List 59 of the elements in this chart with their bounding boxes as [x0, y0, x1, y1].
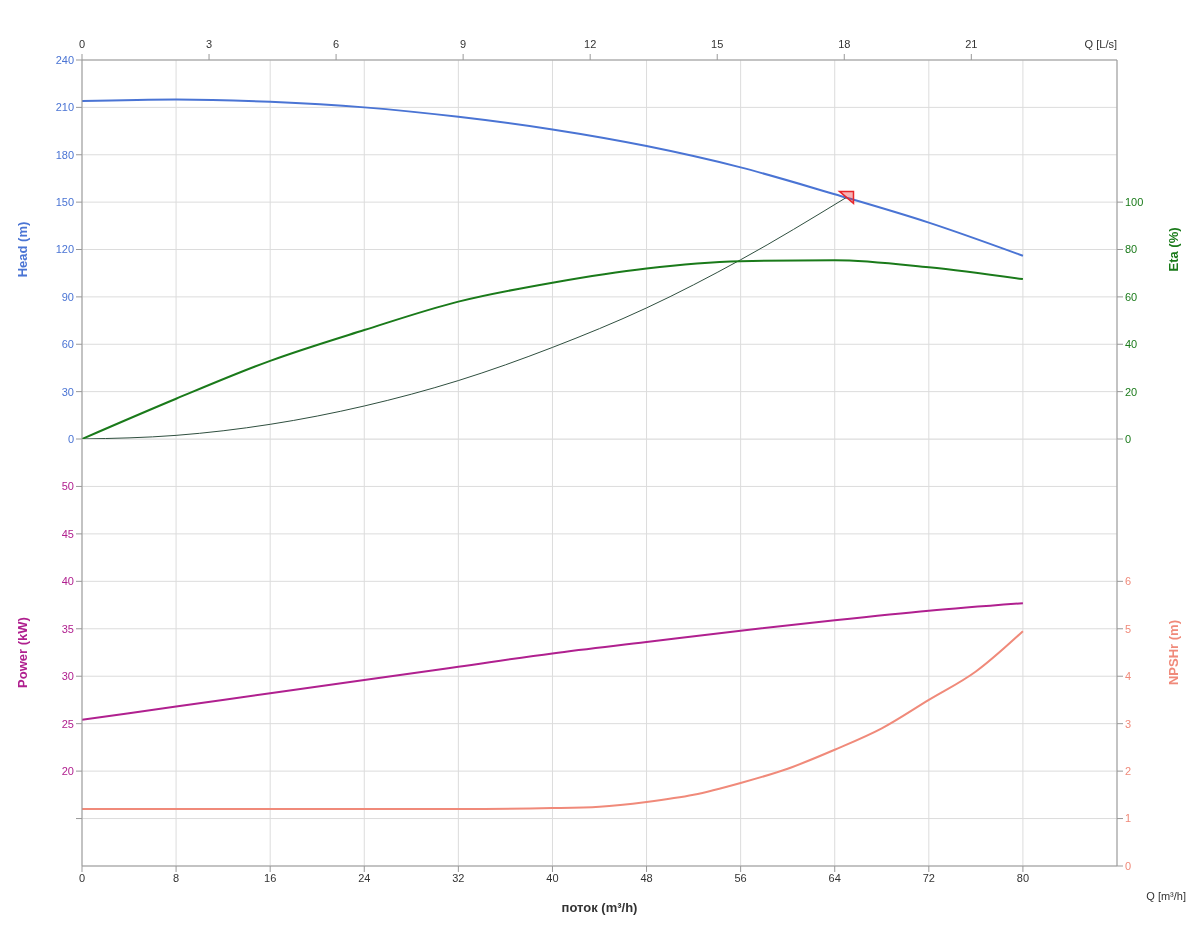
y2-tick-label: 0	[1125, 859, 1132, 872]
y2-tick-label: 20	[1125, 385, 1138, 398]
x2-tick-label: 0	[78, 38, 86, 50]
line-series	[82, 630, 1024, 811]
y2-tick-label: 6	[1125, 575, 1132, 588]
y-tick-label: 50	[61, 480, 74, 493]
y2-tick-label: 60	[1125, 290, 1138, 303]
x2-tick-label: 9	[460, 38, 467, 50]
y-tick-label: 35	[61, 622, 74, 635]
x2-tick-label: 18	[838, 38, 851, 50]
x-tick-label: 64	[828, 871, 841, 884]
x-tick-label: 72	[922, 871, 935, 884]
y-tick-label: 240	[55, 53, 74, 66]
y-tick-label: 90	[61, 290, 74, 303]
x-tick-label: 56	[734, 871, 747, 884]
y-tick-label: 30	[61, 670, 74, 683]
y2-tick-label: 3	[1125, 717, 1132, 730]
y-tick-label: 45	[61, 527, 74, 540]
y2-tick-label: 4	[1125, 670, 1132, 683]
line-series	[82, 98, 1024, 257]
y2-axis-title: NPSHr (m)	[1165, 619, 1181, 686]
y-tick-label: 120	[55, 243, 74, 256]
x2-tick-label: 15	[711, 38, 724, 50]
y-tick-label: 25	[61, 717, 74, 730]
x-tick-label: 32	[452, 871, 465, 884]
y-tick-label: 0	[67, 432, 74, 445]
x-axis-title: поток (m³/h)	[561, 900, 638, 915]
y2-tick-label: 2	[1125, 765, 1132, 778]
y2-tick-label: 80	[1125, 243, 1138, 256]
y-tick-label: 40	[61, 575, 74, 588]
line-series	[82, 602, 1024, 721]
y2-tick-label: 40	[1125, 338, 1138, 351]
x2-tick-label: 3	[205, 38, 213, 50]
x2-tick-label: 12	[584, 38, 597, 50]
y-tick-label: 210	[55, 101, 74, 114]
x-tick-label: 40	[546, 871, 559, 884]
y-axis-title: Power (kW)	[14, 617, 30, 688]
y2-tick-label: 5	[1125, 622, 1132, 635]
x2-tick-label: 6	[333, 38, 340, 50]
y2-tick-label: 1	[1125, 812, 1132, 825]
x-tick-label: 16	[264, 871, 277, 884]
y-tick-label: 30	[61, 385, 74, 398]
x-tick-label: 80	[1016, 871, 1030, 884]
x-tick-label: 24	[358, 871, 371, 884]
x-tick-label: 0	[78, 871, 86, 884]
y2-tick-label: 0	[1125, 432, 1132, 445]
y-axis-title: Head (m)	[14, 221, 30, 278]
x2-axis-title: Q [L/s]	[1084, 38, 1117, 50]
x-tick-label: 8	[173, 871, 180, 884]
x-tick-label: 48	[640, 871, 653, 884]
y-tick-label: 60	[61, 338, 74, 351]
y2-tick-label: 100	[1125, 196, 1144, 209]
y-tick-label: 150	[55, 196, 74, 209]
y2-axis-title: Eta (%)	[1165, 227, 1181, 272]
text: Q [m³/h]	[1146, 890, 1186, 902]
y-tick-label: 20	[61, 765, 74, 778]
y-tick-label: 180	[55, 148, 74, 161]
x2-tick-label: 21	[965, 38, 978, 50]
line-series	[82, 259, 1024, 439]
